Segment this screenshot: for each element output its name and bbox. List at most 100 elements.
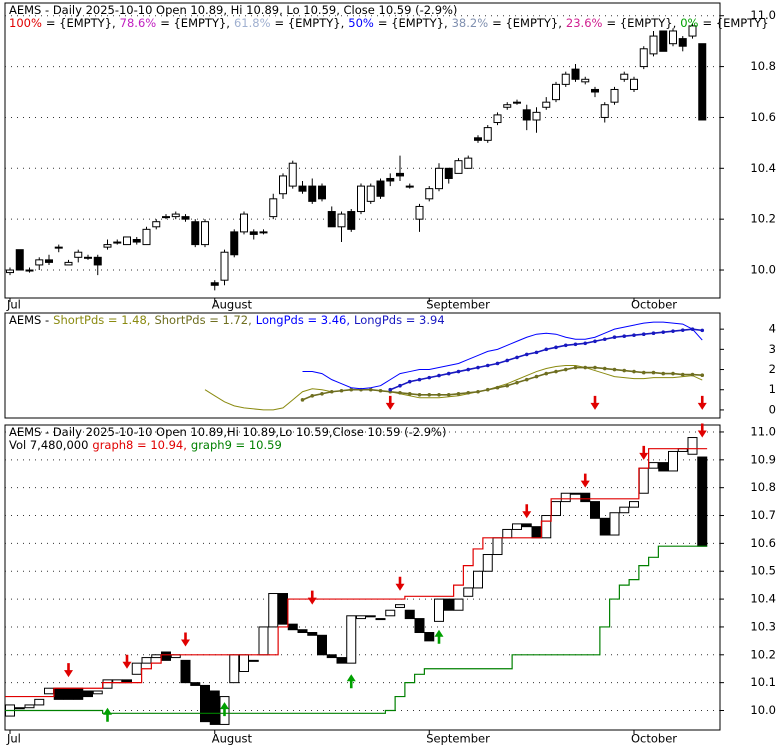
candle-body (54, 246, 63, 249)
indicator-dot (671, 329, 675, 333)
price-box (141, 657, 152, 664)
indicator-dot (641, 370, 646, 375)
indicator-dot (485, 387, 490, 392)
candle-body (152, 221, 161, 228)
candle-body (435, 167, 443, 190)
price-box (590, 501, 600, 519)
candle-body (444, 167, 453, 179)
legend-text: = {EMPTY}, (46, 16, 116, 30)
legend-text: 61.8% (234, 16, 271, 30)
legend-line: AEMS - Daily 2025-10-10 Open 10.89,Hi 10… (9, 425, 446, 439)
price-box (131, 662, 142, 675)
panel: 10.0 10.2 10.4 10.6 10.8 11.0 Jul August Septemb… (4, 2, 776, 312)
indicator-dot (690, 372, 695, 377)
price-box (395, 604, 405, 608)
indicator-dot (612, 335, 617, 340)
candle-body (6, 269, 14, 274)
legend-text: ShortPds = 1.72, (154, 313, 251, 327)
price-box (161, 651, 171, 661)
candle-body (542, 101, 551, 108)
x-tick-label: October (631, 298, 677, 312)
up-arrow (434, 629, 444, 644)
indicator-dot (563, 343, 568, 348)
indicator-dot (398, 383, 402, 388)
indicator-dot (671, 371, 675, 376)
y-tick-label: 10.7 (750, 508, 776, 522)
candle-body (142, 228, 151, 246)
y-tick-label: 11.0 (750, 8, 776, 22)
price-box (278, 593, 288, 625)
price-box (375, 618, 386, 621)
legend-text: graph9 = 10.59 (191, 438, 282, 452)
candle-body (396, 172, 404, 177)
price-box (200, 684, 210, 723)
indicator-dot (300, 398, 305, 402)
candle-body (610, 88, 619, 103)
indicator-dot (690, 327, 695, 331)
legend-text: = {EMPTY}, (275, 16, 345, 30)
legend-text: AEMS - (9, 313, 49, 327)
down-arrow (395, 576, 405, 591)
price-box (73, 687, 84, 700)
candle-body (581, 78, 590, 83)
price-box (53, 687, 64, 700)
price-box (521, 523, 532, 528)
price-box (151, 654, 162, 659)
legend-text: 100% (9, 16, 42, 30)
indicator-dot (534, 374, 539, 379)
candle-body (600, 104, 609, 118)
indicator-dot (495, 385, 500, 390)
down-arrow (122, 654, 132, 669)
indicator-dot (700, 373, 705, 377)
candle-body (474, 137, 482, 141)
price-box (287, 623, 298, 631)
indicator-dot (573, 365, 578, 370)
price-box (580, 492, 591, 503)
candle-body (162, 216, 170, 219)
candle-body (454, 160, 463, 174)
candle-body (132, 239, 141, 243)
legend-line: 100% = {EMPTY}, 78.6% = {EMPTY}, 61.8% = {EMP… (9, 16, 769, 30)
candle-body (93, 256, 102, 266)
price-box (346, 615, 357, 664)
price-box (560, 492, 571, 503)
indicator-dot (437, 373, 441, 378)
candle-body (25, 269, 34, 272)
legend-text: 50% (348, 16, 374, 30)
legend-text: Vol 7,480,000 (9, 438, 88, 452)
legend-text: = {EMPTY} (702, 16, 768, 30)
legend-text: 38.2% (452, 16, 489, 30)
indicator-dot (505, 383, 510, 388)
legend-text: LongPds = 3.46, (256, 313, 350, 327)
y-tick-label: 10.3 (750, 619, 776, 633)
x-tick-label: August (212, 298, 253, 312)
candle-body (113, 241, 122, 244)
candle-body (337, 213, 346, 228)
price-box (609, 512, 620, 536)
y-tick-label: 0 (769, 402, 776, 416)
price-box (463, 587, 474, 597)
indicator-dot (407, 379, 412, 384)
y-tick-label: 10.1 (750, 675, 776, 689)
candle-body (279, 175, 287, 195)
step-line (5, 448, 708, 698)
x-tick-label: September (426, 732, 490, 746)
indicator-dot (398, 390, 402, 395)
price-box (317, 634, 327, 656)
indicator-dot (524, 377, 529, 382)
indicator-dot (641, 332, 646, 337)
candle-body (220, 251, 229, 281)
candle-body (386, 177, 395, 182)
down-arrow (307, 590, 317, 605)
candle-body (123, 236, 131, 246)
price-box (24, 704, 35, 709)
x-tick-label: Jul (6, 298, 21, 312)
y-tick-label: 1 (769, 382, 776, 396)
down-arrow (590, 395, 600, 410)
indicator-dot (466, 367, 471, 372)
candle-body (249, 231, 258, 235)
legend-text: AEMS - Daily 2025-10-10 Open 10.89, Hi 1… (9, 3, 457, 17)
candle-body (561, 73, 570, 85)
indicator-dot (680, 328, 685, 332)
y-tick-label: 2 (769, 362, 776, 376)
